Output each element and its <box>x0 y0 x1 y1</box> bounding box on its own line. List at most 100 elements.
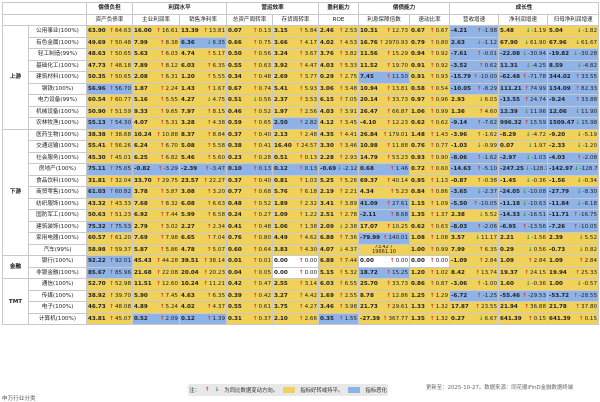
metric-prior-value: 33.55 <box>581 74 598 81</box>
metric-cell-content: 1.00 ↓ -0.57 <box>549 279 597 289</box>
arrow-up-icon: ↑ <box>159 235 165 242</box>
metric-cell-content: 0.29 ↓ 0.56 <box>500 245 546 255</box>
metric-cell: 3.76 ↑ 3.82 <box>318 48 360 61</box>
metric-value: 2.10 <box>274 315 288 322</box>
metric-prior-value: 40.14 <box>392 177 409 184</box>
metric-value: 6.88 <box>320 258 334 265</box>
metric-value: 20.14 <box>360 97 378 104</box>
metric-cell: 2.50 ↑ 2.82 <box>272 117 320 130</box>
metric-prior-value: 2.82 <box>304 120 318 127</box>
arrow-down-icon: ↓ <box>576 200 582 207</box>
arrow-up-icon: ↑ <box>338 200 344 207</box>
metric-prior-value: -13.56 <box>528 223 547 230</box>
metric-cell-content: 0.29 ↑ 2.75 <box>320 72 357 82</box>
metric-prior-value: -2.12 <box>342 166 358 173</box>
arrow-up-icon: ↑ <box>206 189 212 196</box>
metric-prior-value: 53.23 <box>392 154 409 161</box>
metric-cell: 4.63 ↑ 6.35 <box>178 289 228 302</box>
metric-value: -11.18 <box>500 200 521 207</box>
metric-prior-value: 20.23 <box>209 269 226 276</box>
metric-prior-value: -28.55 <box>579 292 598 299</box>
metric-prior-value: 2.48 <box>304 131 318 138</box>
metric-prior-value: 4.17 <box>304 39 318 46</box>
metric-value: 134.09 <box>549 85 571 92</box>
metric-cell: 0.00 ↑ 0.00 <box>358 255 411 268</box>
metric-prior-value: 0.01 <box>258 258 272 265</box>
metric-prior-value: 2.24 <box>165 85 178 92</box>
metric-cell: 4.89 ↑ 5.24 <box>132 301 180 314</box>
metric-prior-value: 54.30 <box>114 120 131 127</box>
metric-value: 4.27 <box>181 97 195 104</box>
metric-prior-value: 24.57 <box>301 143 318 150</box>
metric-cell: 0.55 ↑ 0.61 <box>226 301 274 314</box>
metric-value: -1.09 <box>451 258 468 265</box>
metric-value: 4.07 <box>320 246 334 253</box>
metric-prior-value: 4.47 <box>304 62 318 69</box>
metric-prior-value: -8.30 <box>582 189 598 196</box>
metric-cell-content: 3.15 ↑ 5.84 <box>274 26 317 36</box>
metric-cell-content: 2.55 ↑ 3.14 <box>274 279 317 289</box>
metric-value: 0.01 <box>228 258 242 265</box>
metric-value: -4.21 <box>451 28 468 35</box>
metric-prior-value: 1.37 <box>435 212 449 219</box>
arrow-up-icon: ↑ <box>338 85 344 92</box>
arrow-up-icon: ↑ <box>429 74 435 81</box>
arrow-up-icon: ↑ <box>386 97 392 104</box>
metric-prior-value: -1.19 <box>531 28 547 35</box>
metric-cell-content: -9.14 ↑ -7.62 <box>451 118 497 128</box>
metric-value: -6.95 <box>500 223 517 230</box>
metric-cell-content: 2.51 ↑ 2.78 <box>320 210 357 220</box>
arrow-up-icon: ↑ <box>252 189 258 196</box>
metric-cell: 2.21 ↓ -1.56 <box>498 232 549 245</box>
metric-cell-content: 4.12 ↑ 3.45 <box>320 118 357 128</box>
metric-cell-content: 0.35 ↑ 1.55 <box>320 314 357 324</box>
metric-cell: 0.76 ↑ 0.77 <box>409 140 451 153</box>
legend-good-text: 指标好转或持平。 <box>300 388 344 394</box>
arrow-up-icon: ↑ <box>109 108 114 115</box>
metric-value: -2.11 <box>360 212 377 219</box>
metric-cell-content: 5.76 ↑ 6.18 <box>274 187 317 197</box>
metric-prior-value: 0.67 <box>435 28 449 35</box>
metric-cell: 2.79 ↑ 3.02 <box>132 220 180 233</box>
metric-cell-content: 4.07 ↓ 4.37 <box>320 245 357 255</box>
metric-cell: 1.15 ↑ 1.09 <box>409 197 451 210</box>
arrow-up-icon: ↑ <box>338 28 344 35</box>
metric-value: 58.98 <box>88 246 106 253</box>
arrow-up-icon: ↑ <box>252 74 258 81</box>
arrow-up-icon: ↑ <box>159 74 165 81</box>
metric-prior-value: 82.33 <box>581 85 598 92</box>
industry-name: 家用电器(100%) <box>28 232 87 245</box>
metric-value: 49.69 <box>88 39 106 46</box>
metric-prior-value: 5.52 <box>584 235 598 242</box>
arrow-down-icon: ↓ <box>525 28 531 35</box>
metric-cell-content: 0.07 ↓ 1.97 <box>500 141 546 151</box>
metric-value: 6.25 <box>134 154 148 161</box>
metric-cell: 5.48 ↓ -1.19 <box>498 25 549 38</box>
metric-cell-content: 641.39 ↑ 0.15 <box>500 314 546 324</box>
metric-value: 11.51 <box>134 281 152 288</box>
metric-cell: 0.29 ↓ 0.56 <box>498 243 549 256</box>
metric-prior-value: 6.82 <box>165 154 178 161</box>
arrow-up-icon: ↑ <box>429 177 435 184</box>
metric-value: 7.99 <box>451 246 465 253</box>
column-header: 营收增速 <box>449 13 500 26</box>
arrow-up-icon: ↑ <box>252 28 258 35</box>
metric-value: 0.59 <box>228 120 242 127</box>
metric-cell: 0.79 ↑ 0.80 <box>409 36 451 49</box>
arrow-down-icon: ↓ <box>525 235 531 242</box>
metric-cell: 2.39 ↓ 5.52 <box>547 232 600 245</box>
arrow-down-icon: ↓ <box>338 246 344 253</box>
arrow-up-icon: ↑ <box>159 189 165 196</box>
metric-cell-content: 4.07 ↑ 5.31 <box>134 118 178 128</box>
metric-prior-value: 15.98 <box>581 120 598 127</box>
arrow-up-icon: ↑ <box>298 292 304 299</box>
metric-cell-content: 0.97 ↑ 0.96 <box>411 95 448 105</box>
metric-value: 0.12 <box>274 166 288 173</box>
metric-prior-value: 5.07 <box>212 246 226 253</box>
metric-cell-content: 11.51 ↑ 12.60 <box>134 279 178 289</box>
metric-cell-content: 3.27 ↑ 4.42 <box>274 291 317 301</box>
metric-cell-content: 2.79 ↑ 3.02 <box>134 222 178 232</box>
metric-prior-value: 3.02 <box>165 223 178 230</box>
arrow-up-icon: ↑ <box>575 97 581 104</box>
arrow-up-icon: ↑ <box>478 258 484 265</box>
